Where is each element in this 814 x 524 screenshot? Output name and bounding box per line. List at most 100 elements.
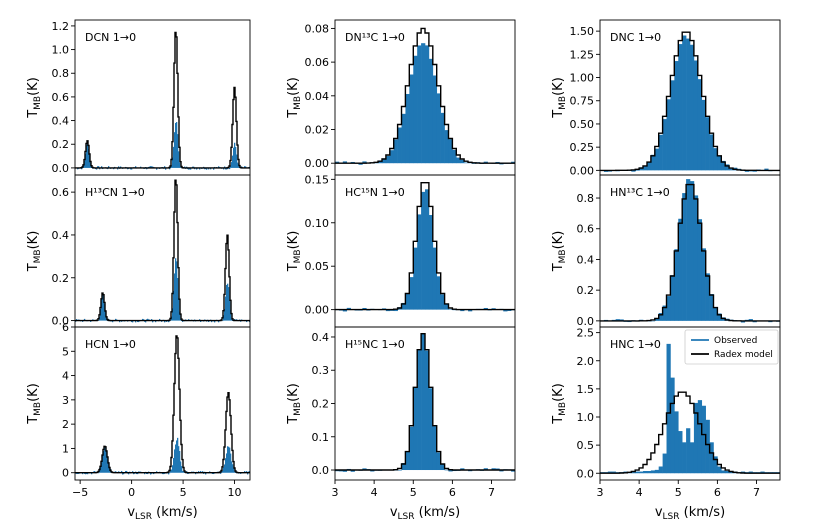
xtick-label: 10 [228,486,242,499]
observed-bar [228,287,230,321]
observed-bar [342,470,348,472]
observed-bar [175,258,177,321]
observed-bar [247,472,249,475]
observed-bar [224,464,226,473]
ytick-label: 0.3 [312,364,330,377]
observed-bar [705,273,710,321]
observed-bar [147,318,149,321]
observed-bar [188,167,190,170]
observed-bar [208,167,210,170]
panel-1: 0.00 0.02 0.04 0.06 0.08 TMB(K) DN¹³C 1→0 [286,19,516,176]
observed-bar [428,388,434,471]
observed-bar [346,307,351,310]
ytick-label: 0.75 [570,95,595,108]
observed-bar [153,472,155,475]
observed-bar [218,320,220,323]
observed-bar [233,467,235,473]
observed-bar [180,167,182,168]
ytick-label: 1.00 [570,72,595,85]
observed-bar [666,296,671,321]
observed-bar [421,333,426,471]
observed-bar [511,161,515,164]
xtick-label: 6 [449,486,456,499]
observed-bar [709,134,714,171]
ytick-label: 0.0 [312,464,330,477]
observed-bar [413,55,418,164]
observed-bar [693,195,699,321]
observed-bar [654,318,659,321]
observed-bar [338,470,344,472]
observed-bar [177,134,179,168]
observed-bar [108,166,110,168]
model-line [75,179,250,322]
xtick-label: 5 [410,486,417,499]
observed-bar [178,446,180,473]
observed-bar [169,167,171,170]
observed-bar [674,411,679,474]
plot-area [75,31,250,170]
observed-bar [674,249,679,321]
xtick-label: 5 [180,486,187,499]
observed-bar [425,45,430,164]
observed-bar [87,142,89,168]
observed-bar [135,320,137,323]
observed-bar [358,163,363,165]
observed-bar [168,472,170,475]
observed-bar [104,447,106,473]
observed-bar [76,319,78,321]
model-line [335,182,515,311]
model-line [600,31,780,172]
model-line [600,183,780,322]
observed-bar [180,461,182,473]
observed-bar [244,471,246,473]
observed-bar [682,35,687,171]
observed-bar [182,470,184,473]
observed-bar [436,93,441,164]
observed-bar [709,442,714,474]
observed-bar [232,155,234,168]
observed-bar [615,319,620,321]
observed-bar [173,290,175,321]
ytick-label: 0.08 [305,22,330,35]
observed-bar [658,313,663,321]
model-line [335,27,515,164]
observed-bar [156,471,158,473]
observed-bar [112,320,114,323]
observed-bar [682,442,687,474]
ytick-label: 1.5 [577,383,595,396]
observed-bar [234,142,236,168]
panel-title: DCN 1→0 [85,31,136,44]
observed-bar [654,469,659,474]
observed-bar [701,248,706,321]
observed-bar [417,214,422,310]
observed-bar [105,446,107,473]
observed-bar [507,309,512,311]
observed-bar [690,181,695,321]
panel-title: DNC 1→0 [610,31,661,44]
observed-bar [115,471,117,473]
observed-bar [232,464,234,473]
model-line [75,335,250,474]
observed-bar [101,298,103,321]
observed-bar [96,167,98,170]
observed-bar [230,453,232,473]
observed-bar [213,167,215,170]
observed-bar [397,127,402,164]
ytick-label: 0.4 [52,115,70,128]
observed-bar [104,303,106,321]
observed-bar [717,466,722,474]
xtick-label: 7 [488,486,495,499]
observed-bar [448,309,453,310]
observed-bar [163,472,165,475]
observed-bar [84,318,86,321]
observed-bar [701,405,706,474]
observed-bar [176,122,178,168]
observed-bar [214,320,216,323]
ytick-label: 0.2 [312,398,330,411]
observed-bar [658,134,663,171]
observed-bar [171,469,173,473]
observed-bar [744,170,749,172]
observed-bar [226,284,228,321]
observed-bar [173,458,175,473]
ytick-label: 0.02 [305,124,330,137]
